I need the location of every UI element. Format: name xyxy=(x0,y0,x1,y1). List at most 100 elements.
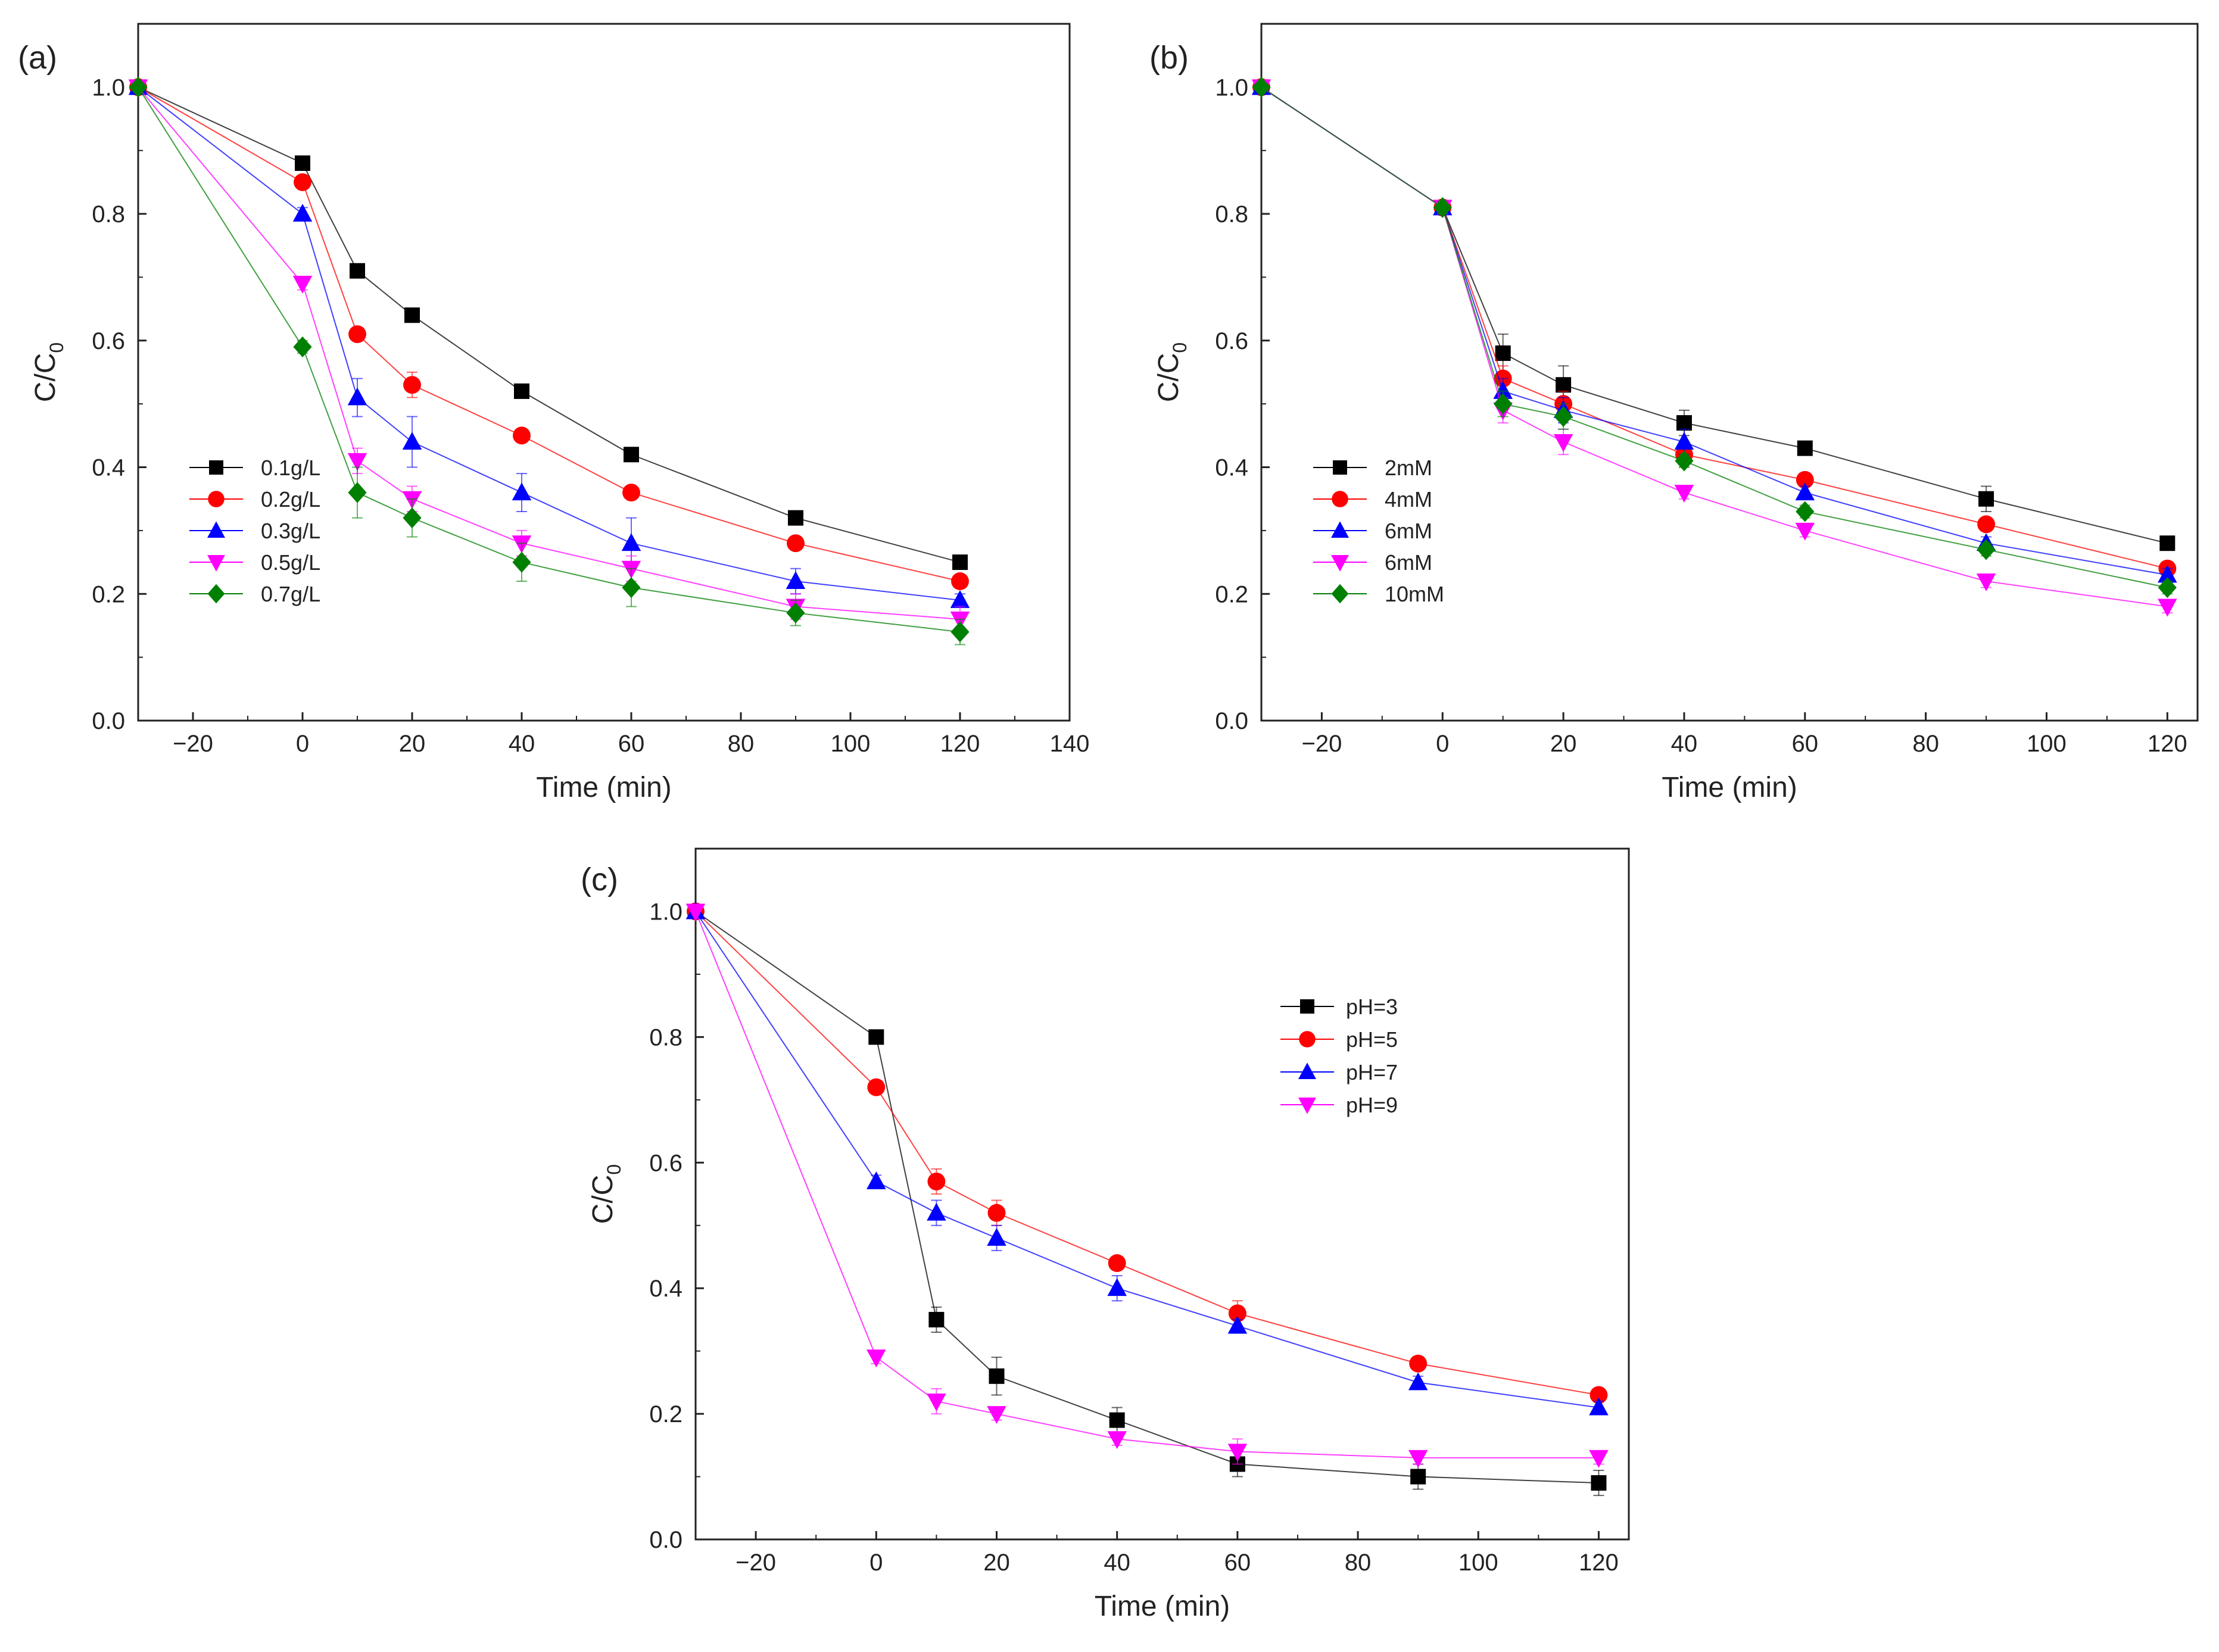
marker-7 xyxy=(1589,1397,1609,1416)
marker-4 xyxy=(513,426,531,445)
x-tick-label: 60 xyxy=(618,731,645,757)
legend-label: 0.2g/L xyxy=(261,487,320,512)
marker-0 xyxy=(129,76,148,98)
plot-frame xyxy=(137,23,1071,722)
marker-7 xyxy=(2158,565,2177,583)
marker-5 xyxy=(621,533,641,551)
marker-legend xyxy=(208,491,225,507)
x-tick-label: 20 xyxy=(983,1550,1010,1576)
x-tick-label: −20 xyxy=(1301,731,1342,757)
series-line xyxy=(695,911,1599,1396)
y-tick-label: 0.8 xyxy=(1215,201,1248,227)
series-pH=5 xyxy=(687,902,1608,1404)
x-tick-label: 40 xyxy=(1671,731,1698,757)
marker-2 xyxy=(347,387,367,406)
series-pH=3 xyxy=(688,903,1607,1497)
x-tick-label: 0 xyxy=(1436,731,1449,757)
marker-6 xyxy=(788,510,803,526)
y-axis-label-base: C/C xyxy=(30,353,61,403)
y-tick-label: 0.0 xyxy=(92,708,125,734)
x-tick-label: 100 xyxy=(1458,1550,1498,1576)
series-line xyxy=(695,911,1599,1458)
series-0.2g/L xyxy=(129,78,969,590)
y-tick-label: 1.0 xyxy=(649,899,682,925)
marker-1 xyxy=(867,1078,886,1096)
y-tick-label: 0.2 xyxy=(649,1401,682,1427)
marker-legend xyxy=(207,521,225,538)
marker-6 xyxy=(1978,491,1994,507)
x-tick-label: 100 xyxy=(831,731,871,757)
marker-7 xyxy=(1590,1386,1608,1404)
marker-6 xyxy=(1977,515,1995,534)
marker-4 xyxy=(512,551,531,573)
marker-5 xyxy=(624,447,639,463)
marker-7 xyxy=(952,554,968,571)
marker-4 xyxy=(514,383,529,399)
y-tick-label: 1.0 xyxy=(92,74,125,101)
legend-entry: pH=7 xyxy=(1280,1060,1398,1084)
marker-2 xyxy=(348,482,367,503)
marker-legend xyxy=(1332,491,1348,507)
legend-label: 4mM xyxy=(1385,487,1432,512)
legend-label: pH=9 xyxy=(1346,1093,1398,1117)
marker-7 xyxy=(950,621,970,643)
marker-4 xyxy=(512,482,532,501)
marker-1 xyxy=(868,1029,884,1045)
x-tick-label: 40 xyxy=(509,731,535,757)
marker-3 xyxy=(987,1204,1006,1222)
legend-label: 0.3g/L xyxy=(261,519,320,543)
marker-2 xyxy=(928,1311,945,1327)
x-tick-label: 20 xyxy=(1550,731,1577,757)
series-pH=7 xyxy=(685,901,1609,1416)
legend-entry: 0.5g/L xyxy=(189,550,320,575)
series-0.1g/L xyxy=(130,79,968,571)
y-axis-label: C/C0 xyxy=(30,342,67,402)
series-10mM xyxy=(1252,76,2177,599)
marker-5 xyxy=(1227,1444,1248,1462)
marker-1 xyxy=(867,1171,886,1189)
marker-3 xyxy=(989,1368,1005,1384)
legend-label: pH=3 xyxy=(1346,995,1398,1019)
marker-7 xyxy=(950,590,970,608)
x-tick-label: −20 xyxy=(735,1550,776,1576)
marker-1 xyxy=(867,1349,886,1368)
marker-6 xyxy=(786,571,806,589)
marker-legend xyxy=(1331,521,1349,538)
y-tick-label: 1.0 xyxy=(1215,74,1248,101)
marker-legend xyxy=(1298,1098,1316,1114)
x-tick-label: 140 xyxy=(1050,731,1090,757)
panel-b: −20 0 20 40 60 80 100 120 0.0 0.2 0.4 0.6 0.8 1.0 Time… xyxy=(1149,23,2199,803)
series-line xyxy=(1261,86,2168,544)
marker-2 xyxy=(348,325,366,344)
marker-4 xyxy=(1109,1412,1125,1428)
marker-5 xyxy=(1797,440,1813,456)
marker-legend xyxy=(209,460,223,475)
x-tick-label: 0 xyxy=(869,1550,883,1576)
series-line xyxy=(138,86,961,601)
legend-entry: 0.1g/L xyxy=(189,456,320,480)
legend-entry: 6mM xyxy=(1313,550,1432,575)
y-axis-label: C/C0 xyxy=(587,1164,625,1224)
series-line xyxy=(1261,86,2168,576)
marker-legend xyxy=(1333,460,1347,475)
legend-label: 10mM xyxy=(1385,582,1444,606)
x-tick-label: 100 xyxy=(2027,731,2067,757)
panel-label: (c) xyxy=(581,862,618,897)
marker-legend xyxy=(1298,1062,1316,1079)
legend-label: 0.1g/L xyxy=(261,456,320,480)
series-line xyxy=(1261,86,2168,588)
marker-3 xyxy=(1554,406,1573,428)
y-axis-label-base: C/C xyxy=(587,1175,619,1224)
marker-7 xyxy=(1591,1475,1607,1491)
marker-2 xyxy=(350,263,365,279)
legend-label: 6mM xyxy=(1385,550,1432,575)
marker-6 xyxy=(786,602,805,624)
series-0.7g/L xyxy=(129,76,970,646)
x-axis-label: Time (min) xyxy=(1662,772,1797,803)
marker-1 xyxy=(1433,197,1452,219)
marker-legend xyxy=(207,555,225,572)
marker-5 xyxy=(622,577,641,599)
x-tick-label: 60 xyxy=(1224,1550,1251,1576)
legend-entry: 4mM xyxy=(1313,487,1432,512)
x-tick-label: 80 xyxy=(1345,1550,1372,1576)
